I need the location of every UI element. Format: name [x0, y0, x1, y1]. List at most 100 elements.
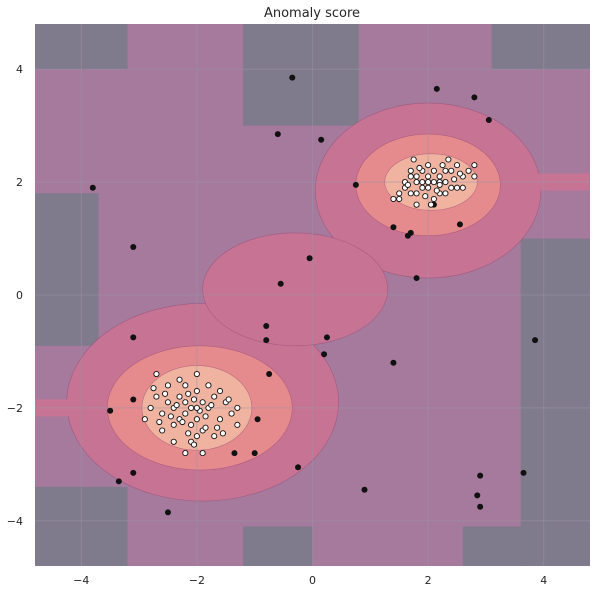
inlier-point: [164, 382, 172, 389]
outlier-point: [115, 478, 122, 485]
inlier-point: [419, 184, 426, 191]
inlier-point: [211, 393, 218, 400]
outlier-point: [130, 244, 137, 251]
inlier-point: [416, 164, 423, 172]
inlier-point: [208, 402, 215, 409]
inlier-point: [433, 187, 440, 194]
inlier-point: [170, 438, 177, 445]
outlier-point: [321, 351, 328, 358]
x-tick-label: 2: [425, 574, 432, 587]
inlier-point: [153, 393, 160, 400]
inlier-point: [448, 184, 455, 191]
outlier-point: [361, 486, 368, 493]
inlier-point: [425, 184, 432, 191]
inlier-point: [422, 193, 429, 200]
outlier-point: [263, 337, 270, 344]
outlier-point: [413, 275, 420, 282]
inlier-point: [436, 181, 443, 188]
outlier-point: [390, 224, 397, 231]
inlier-point: [425, 162, 432, 169]
inlier-point: [451, 176, 458, 183]
outlier-point: [130, 396, 137, 403]
x-tick-label: −2: [189, 574, 205, 587]
inlier-point: [410, 156, 417, 163]
inlier-point: [430, 167, 437, 174]
inlier-point: [193, 433, 200, 440]
inlier-point: [413, 190, 420, 197]
inlier-point: [185, 390, 192, 397]
inlier-point: [453, 184, 461, 191]
inlier-point: [147, 404, 154, 411]
inlier-point: [225, 396, 232, 403]
outlier-point: [107, 407, 114, 414]
outlier-point: [318, 136, 325, 143]
inlier-point: [459, 184, 466, 191]
outlier-point: [474, 492, 481, 499]
inlier-point: [425, 173, 432, 180]
inlier-point: [407, 190, 414, 197]
inlier-point: [465, 167, 472, 174]
inlier-point: [234, 404, 241, 411]
outlier-point: [277, 280, 284, 287]
inlier-point: [202, 413, 209, 420]
plot-area: [35, 24, 590, 566]
inlier-point: [413, 173, 420, 180]
outlier-point: [477, 503, 484, 510]
inlier-point: [390, 195, 397, 203]
outlier-point: [433, 85, 440, 92]
inlier-point: [442, 167, 449, 174]
inlier-point: [193, 387, 200, 395]
outlier-point: [404, 232, 411, 239]
inlier-point: [471, 173, 478, 180]
inlier-point: [404, 181, 411, 188]
grid-lines: [35, 24, 590, 566]
outlier-point: [164, 509, 171, 516]
inlier-point: [182, 399, 189, 406]
inlier-point: [407, 167, 414, 174]
outlier-point: [266, 371, 273, 378]
inlier-point: [228, 410, 235, 417]
inlier-point: [419, 179, 426, 186]
outlier-point: [471, 94, 478, 101]
y-axis-ticks: −4 −2 0 2 4: [7, 63, 23, 528]
inlier-point: [170, 421, 177, 428]
inlier-point: [199, 450, 206, 457]
outlier-point: [477, 472, 484, 479]
inlier-point: [156, 418, 163, 426]
outlier-point: [323, 334, 330, 341]
chart-title: Anomaly score: [264, 6, 360, 21]
y-tick-label: 4: [16, 63, 23, 76]
inlier-point: [453, 162, 461, 169]
inlier-point: [193, 416, 200, 423]
outlier-point: [130, 334, 137, 341]
inlier-point: [442, 179, 449, 186]
inlier-point: [211, 433, 218, 440]
inlier-point: [456, 170, 463, 177]
y-tick-label: −2: [7, 402, 23, 415]
inlier-point: [199, 399, 206, 406]
inlier-point: [396, 195, 403, 203]
contour-bands: [35, 24, 590, 566]
inlier-point: [167, 413, 174, 420]
inlier-point: [182, 450, 189, 457]
outlier-point: [295, 464, 302, 471]
outlier-points: [89, 74, 539, 516]
outlier-point: [251, 450, 258, 457]
outlier-point: [289, 74, 296, 81]
inlier-point: [445, 156, 452, 163]
inlier-point: [234, 421, 241, 428]
outlier-point: [254, 416, 261, 423]
outlier-point: [390, 359, 397, 366]
inlier-point: [430, 179, 437, 186]
inlier-point: [442, 190, 449, 197]
inlier-point: [173, 402, 180, 409]
inlier-point: [407, 173, 414, 180]
inlier-point: [216, 387, 224, 395]
inlier-point: [214, 424, 221, 431]
inlier-point: [396, 190, 403, 197]
outlier-point: [485, 116, 492, 123]
inlier-point: [162, 390, 169, 397]
inlier-point: [141, 416, 148, 423]
inlier-point: [182, 382, 189, 389]
